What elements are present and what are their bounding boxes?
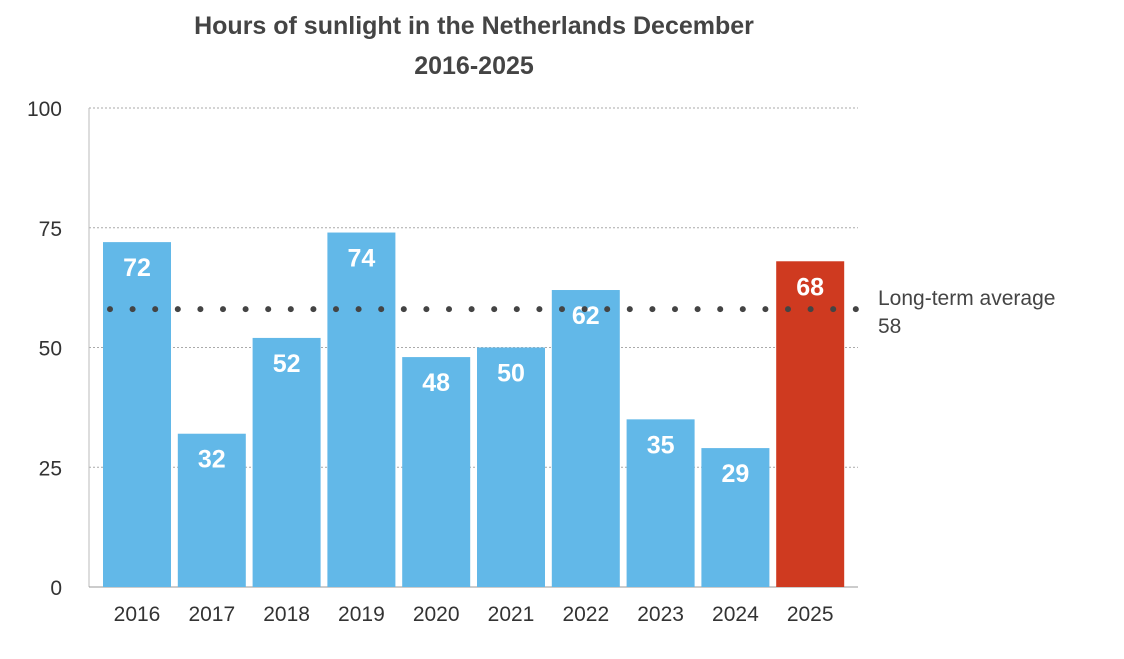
reference-line-dot — [536, 306, 543, 313]
reference-line-dot — [649, 306, 656, 313]
data-label-2025: 68 — [796, 273, 824, 301]
reference-line-dot — [265, 306, 272, 313]
reference-line-dot — [378, 306, 385, 313]
data-label-2019: 74 — [347, 245, 375, 273]
x-tick-label: 2022 — [562, 603, 609, 626]
reference-line-dot — [400, 306, 407, 313]
bar-2021 — [477, 347, 545, 587]
reference-line-dot — [626, 306, 633, 313]
chart-title-line-2: 2016-2025 — [414, 52, 534, 80]
reference-line-dot — [672, 306, 678, 313]
reference-line-dot — [242, 306, 249, 313]
reference-line-dot — [129, 306, 136, 313]
bar-2019 — [327, 232, 396, 588]
reference-line-dot — [491, 306, 498, 313]
reference-line-dot — [468, 306, 475, 313]
reference-line-dot — [152, 306, 159, 313]
reference-line-dot — [287, 306, 294, 313]
data-label-2016: 72 — [123, 254, 151, 282]
reference-line-dot — [513, 306, 520, 313]
bar-2024 — [701, 448, 770, 587]
x-tick-label: 2023 — [637, 603, 684, 626]
x-tick-label: 2024 — [712, 603, 759, 626]
reference-line-value: 58 — [878, 315, 901, 338]
reference-line-dot — [717, 306, 724, 313]
reference-line-dot — [107, 306, 113, 313]
y-tick-label: 50 — [39, 338, 62, 361]
bar-2018 — [252, 337, 321, 587]
bar-2023 — [626, 419, 695, 587]
x-tick-label: 2019 — [338, 603, 385, 626]
reference-line-dot — [423, 306, 430, 313]
data-label-2017: 32 — [198, 446, 226, 474]
x-tick-label: 2020 — [413, 603, 460, 626]
reference-line-dot — [762, 306, 769, 313]
reference-line-dot — [559, 306, 565, 313]
data-label-2022: 62 — [572, 302, 600, 330]
reference-line-dot — [694, 306, 701, 313]
reference-line-dot — [830, 306, 837, 313]
y-tick-label: 75 — [39, 218, 62, 241]
reference-line-dot — [785, 306, 791, 313]
x-tick-label: 2016 — [114, 603, 161, 626]
reference-line-dot — [197, 306, 204, 313]
x-tick-label: 2018 — [263, 603, 310, 626]
data-label-2018: 52 — [273, 350, 301, 378]
x-tick-label: 2025 — [787, 603, 834, 626]
reference-line-dot — [739, 306, 746, 313]
y-tick-label: 25 — [39, 457, 62, 480]
bar-2016 — [103, 242, 171, 587]
data-label-2020: 48 — [422, 369, 450, 397]
reference-line-dot — [174, 306, 181, 313]
reference-line-dot — [604, 306, 611, 313]
reference-line-dot — [333, 306, 339, 313]
data-label-2024: 29 — [721, 460, 749, 488]
reference-line-dot — [807, 306, 814, 313]
reference-line-dot — [310, 306, 317, 313]
reference-line-dot — [355, 306, 362, 313]
chart-title-line-1: Hours of sunlight in the Netherlands Dec… — [194, 12, 754, 40]
x-tick-label: 2021 — [488, 603, 535, 626]
data-label-2021: 50 — [497, 360, 525, 388]
y-tick-label: 0 — [50, 577, 62, 600]
reference-line-dot — [446, 306, 452, 313]
x-tick-label: 2017 — [188, 603, 235, 626]
reference-line-label: Long-term average — [878, 287, 1055, 310]
bar-2025 — [776, 261, 845, 587]
data-label-2023: 35 — [647, 431, 675, 459]
bar-2017 — [177, 433, 246, 587]
bar-2020 — [402, 357, 471, 587]
y-tick-label: 100 — [27, 98, 62, 121]
reference-line-dot — [581, 306, 588, 313]
bar-2022 — [551, 290, 620, 587]
reference-line-dot — [852, 306, 859, 313]
reference-line-dot — [220, 306, 226, 313]
